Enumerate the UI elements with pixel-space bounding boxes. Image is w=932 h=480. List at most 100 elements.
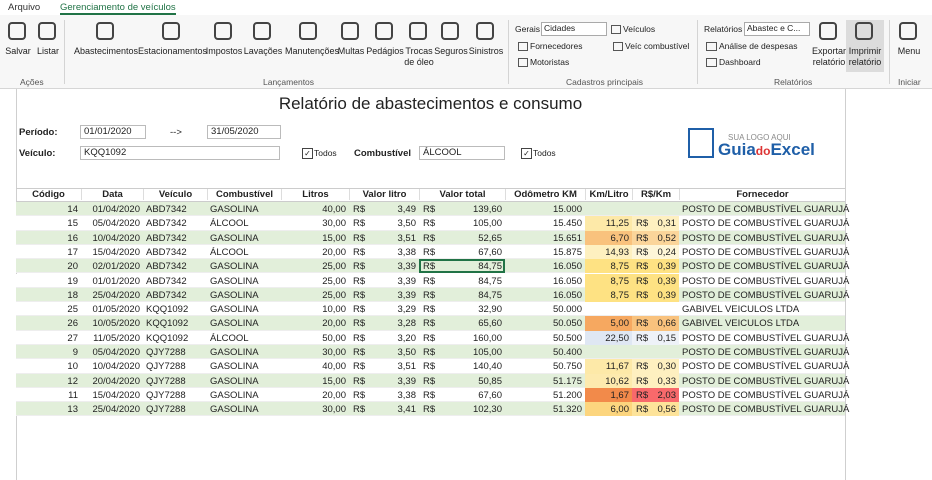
table-cell: 30,00	[322, 404, 346, 416]
table-cell: 50,85	[478, 375, 502, 387]
rs-fill	[632, 273, 679, 288]
table-cell: 8,75	[610, 275, 630, 287]
table-cell: GASOLINA	[210, 289, 259, 301]
ribbon-icon	[375, 22, 393, 40]
table-cell: 16.050	[552, 261, 582, 273]
ribbon-button[interactable]: Trocas de óleo	[404, 46, 434, 67]
table-cell: 3,38	[397, 246, 417, 258]
table-cell: 105,00	[472, 347, 502, 358]
table-cell: 15,00	[322, 375, 346, 387]
ribbon-button[interactable]: Menu	[897, 46, 921, 56]
table-cell: GASOLINA	[210, 318, 259, 330]
currency: R$	[353, 361, 366, 373]
table-cell: 3,50	[397, 218, 417, 230]
group-label: Ações	[20, 77, 44, 87]
sheet-edge	[845, 89, 846, 480]
ribbon-button[interactable]: Salvar	[5, 46, 31, 56]
ribbon-link[interactable]: Dashboard	[719, 57, 761, 67]
checkbox[interactable]: ✓	[302, 148, 313, 159]
dropdown[interactable]: Abastec e C...	[744, 22, 810, 36]
ribbon-tab[interactable]: Arquivo	[8, 2, 41, 13]
table-cell: 15.651	[552, 232, 582, 244]
table-cell: GASOLINA	[210, 304, 259, 316]
table-cell: 30,00	[322, 347, 346, 358]
table-cell: GASOLINA	[210, 204, 259, 215]
table-cell: QJY7288	[146, 375, 186, 387]
ribbon-button[interactable]: Abastecimentos	[73, 46, 139, 56]
ribbon-button[interactable]: Impostos	[205, 46, 243, 56]
table-cell: GASOLINA	[210, 275, 259, 287]
table-cell: KQQ1092	[146, 318, 189, 330]
ribbon-button[interactable]: Listar	[36, 46, 59, 56]
table-cell: 10,00	[322, 304, 346, 316]
table-cell: 3,20	[397, 332, 417, 344]
ribbon-link[interactable]: Análise de despesas	[719, 41, 798, 51]
km-fill	[585, 359, 632, 374]
table-cell: POSTO DE COMBUSTÍVEL GUARUJÁ	[682, 246, 850, 258]
ribbon-button[interactable]: Imprimir relatório	[848, 46, 882, 67]
ribbon-button[interactable]: Sinistros	[468, 46, 504, 56]
table-cell: 0,24	[657, 246, 677, 258]
column-header: Km/Litro	[585, 189, 632, 200]
table-cell: 0,30	[657, 361, 677, 373]
ribbon-link[interactable]: Motoristas	[530, 57, 570, 67]
ribbon-button[interactable]: Pedágios	[366, 46, 404, 56]
column-header: Veículo	[143, 189, 207, 200]
label: Veículo:	[19, 148, 56, 159]
table-cell: 11,67	[605, 361, 629, 373]
dropdown[interactable]: Cidades	[541, 22, 607, 36]
label: -->	[170, 127, 182, 138]
table-cell: POSTO DE COMBUSTÍVEL GUARUJÁ	[682, 404, 850, 416]
table-cell: ABD7342	[146, 218, 187, 230]
checkbox-label: Todos	[314, 148, 337, 158]
ribbon-button[interactable]: Multas	[337, 46, 365, 56]
column-header: Valor litro	[349, 189, 419, 200]
input-cell[interactable]: 01/01/2020	[80, 125, 146, 139]
currency: R$	[353, 347, 366, 358]
link-icon	[706, 42, 717, 51]
checkbox-label: Todos	[533, 148, 556, 158]
table-cell: 25,00	[322, 289, 346, 301]
input-cell[interactable]: KQQ1092	[80, 146, 280, 160]
ribbon-button[interactable]: Estacionamentos	[138, 46, 208, 56]
ribbon-tab[interactable]: Gerenciamento de veículos	[60, 2, 176, 15]
input-cell[interactable]: 31/05/2020	[207, 125, 281, 139]
input-cell[interactable]: ÁLCOOL	[419, 146, 505, 160]
ribbon-link[interactable]: Fornecedores	[530, 41, 583, 51]
table-cell: 67,60	[478, 389, 502, 401]
table-cell: 84,75	[478, 289, 502, 301]
table-cell: POSTO DE COMBUSTÍVEL GUARUJÁ	[682, 218, 850, 230]
group-separator	[64, 20, 65, 84]
logo-text: Guia	[718, 140, 756, 159]
table-cell: POSTO DE COMBUSTÍVEL GUARUJÁ	[682, 275, 850, 287]
checkbox[interactable]: ✓	[521, 148, 532, 159]
table-cell: 15	[67, 218, 78, 230]
currency: R$	[423, 246, 436, 258]
table-cell: 3,28	[397, 318, 417, 330]
currency: R$	[636, 332, 649, 344]
table-cell: 140,40	[472, 361, 502, 373]
table-cell: 3,38	[397, 389, 417, 401]
table-cell: QJY7288	[146, 404, 186, 416]
table-cell: 0,33	[657, 375, 677, 387]
ribbon-link[interactable]: Veículos	[623, 24, 656, 34]
ribbon-button[interactable]: Manutenções	[285, 46, 340, 56]
table-cell: 10	[67, 361, 78, 373]
ribbon-button[interactable]: Exportar relatório	[811, 46, 846, 67]
selected-cell	[419, 259, 505, 274]
link-icon	[611, 25, 621, 34]
ribbon-button[interactable]: Seguros	[434, 46, 468, 56]
ribbon-button[interactable]: Lavações	[243, 46, 283, 56]
logo-tagline: SUA LOGO AQUI	[728, 133, 791, 142]
table-cell: 16.050	[552, 275, 582, 287]
table-cell: POSTO DE COMBUSTÍVEL GUARUJÁ	[682, 375, 850, 387]
column-header: Combustível	[207, 189, 281, 200]
rs-fill	[632, 402, 679, 417]
table-cell: POSTO DE COMBUSTÍVEL GUARUJÁ	[682, 261, 850, 273]
rs-fill	[632, 316, 679, 331]
table-cell: 20,00	[322, 246, 346, 258]
ribbon-icon	[253, 22, 271, 40]
ribbon-link[interactable]: Veíc combustível	[625, 41, 690, 51]
table-cell: ÁLCOOL	[210, 332, 249, 344]
